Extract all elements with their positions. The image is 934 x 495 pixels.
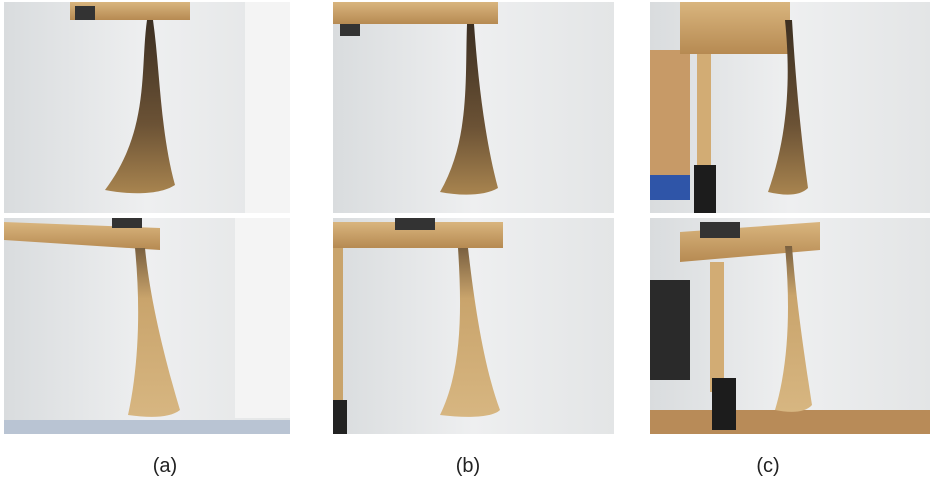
panel-label: (b) — [456, 455, 480, 477]
photo — [650, 2, 930, 213]
photo — [4, 218, 290, 434]
photo — [333, 218, 614, 434]
panel-label: (a) — [153, 455, 177, 477]
photo — [4, 2, 290, 213]
figure: (a) (b) (c) — [0, 0, 934, 490]
photo — [650, 218, 930, 434]
photo — [333, 2, 614, 213]
panel-label: (c) — [756, 455, 779, 477]
